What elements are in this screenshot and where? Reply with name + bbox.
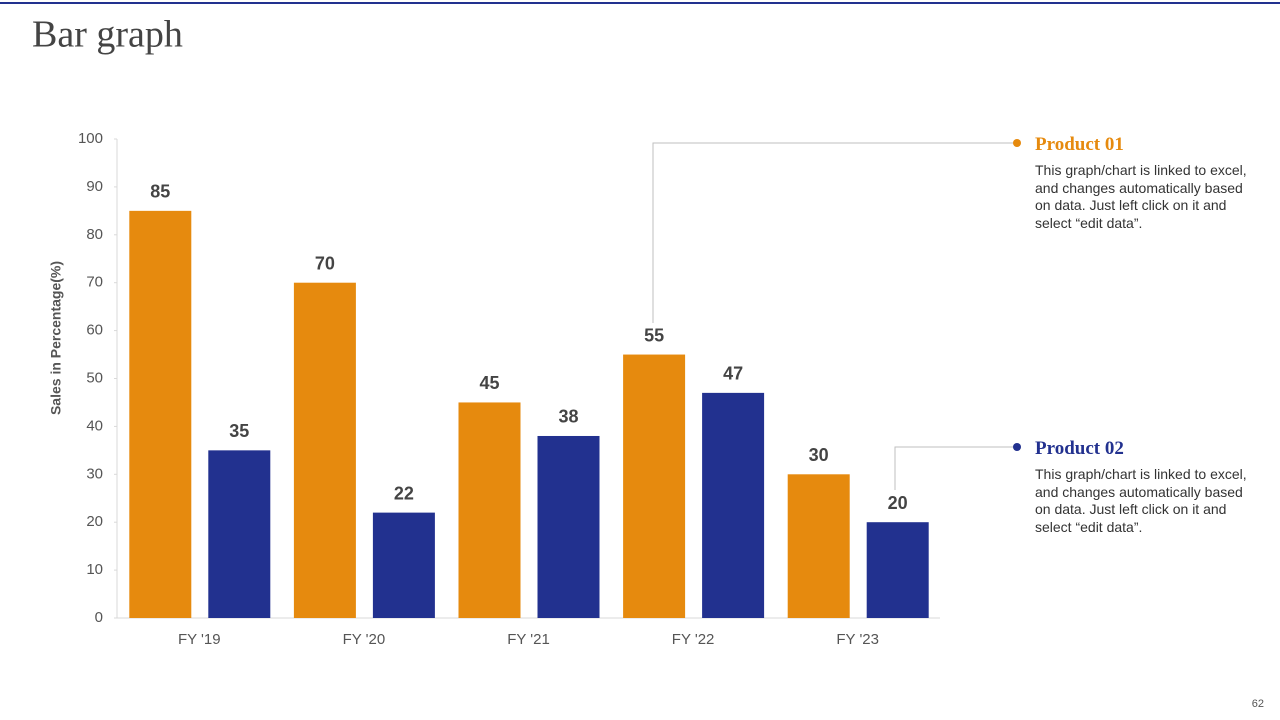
bar [372, 512, 435, 618]
y-tick-label: 30 [86, 465, 103, 482]
x-tick-label: FY '23 [836, 631, 879, 648]
y-tick-label: 20 [86, 513, 103, 530]
legend-name: Product 02 [1035, 438, 1124, 459]
callout-line [894, 446, 1017, 490]
bar [208, 450, 271, 618]
legend-marker [1013, 139, 1021, 147]
value-label: 22 [394, 483, 414, 503]
legend-description: This graph/chart is linked to excel, and… [1035, 162, 1247, 231]
bar [866, 522, 929, 618]
y-tick-label: 100 [78, 130, 103, 147]
y-tick-label: 0 [95, 609, 103, 626]
value-label: 30 [809, 445, 829, 465]
bar [129, 210, 192, 618]
value-label: 20 [888, 493, 908, 513]
x-tick-label: FY '22 [672, 631, 715, 648]
value-label: 47 [723, 364, 743, 384]
chart-title: Bar graph [32, 14, 183, 56]
bar [458, 402, 521, 618]
value-label: 45 [479, 373, 499, 393]
legend-marker [1013, 443, 1021, 451]
y-tick-label: 80 [86, 226, 103, 243]
y-tick-label: 60 [86, 322, 103, 339]
legend-item: Product 01 This graph/chart is linked to… [1035, 134, 1260, 232]
value-label: 55 [644, 325, 664, 345]
y-tick-label: 50 [86, 369, 103, 386]
bar [537, 435, 600, 618]
x-tick-label: FY '19 [178, 631, 221, 648]
bar [702, 392, 765, 618]
value-label: 70 [315, 253, 335, 273]
bar [293, 282, 356, 618]
x-tick-label: FY '21 [507, 631, 550, 648]
x-tick-label: FY '20 [343, 631, 386, 648]
legend-item: Product 02 This graph/chart is linked to… [1035, 438, 1260, 536]
y-tick-label: 90 [86, 178, 103, 195]
value-label: 38 [558, 407, 578, 427]
bar [623, 354, 686, 618]
legend-name: Product 01 [1035, 134, 1124, 155]
y-tick-label: 40 [86, 417, 103, 434]
bar [787, 474, 850, 618]
y-tick-label: 10 [86, 561, 103, 578]
value-label: 85 [150, 182, 170, 202]
y-axis-label: Sales in Percentage(%) [48, 261, 64, 415]
callout-line [652, 142, 1017, 323]
legend-description: This graph/chart is linked to excel, and… [1035, 466, 1247, 535]
value-label: 35 [229, 421, 249, 441]
y-tick-label: 70 [86, 274, 103, 291]
page-number: 62 [1251, 698, 1264, 710]
